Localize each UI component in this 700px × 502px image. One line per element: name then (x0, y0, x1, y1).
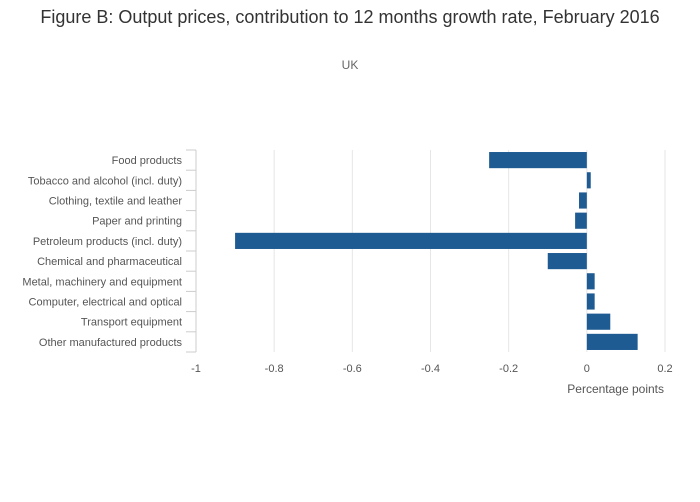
category-label: Tobacco and alcohol (incl. duty) (28, 175, 182, 187)
bar (575, 212, 587, 229)
axes: -1 -0.8 -0.6 -0.4 -0.2 0 0.2 Food products Tobac… (22, 149, 673, 375)
category-label: Computer, electrical and optical (29, 297, 182, 309)
category-label: Other manufactured products (39, 337, 183, 349)
chart-title: Figure B: Output prices, contribution to… (40, 7, 660, 27)
bar (579, 192, 587, 209)
category-label: Metal, machinery and equipment (22, 276, 182, 288)
category-label: Clothing, textile and leather (49, 196, 183, 208)
bar (586, 273, 595, 290)
category-label: Food products (112, 155, 183, 167)
bar (586, 172, 591, 189)
bar (586, 293, 595, 310)
bar (547, 253, 587, 270)
x-tick-label: -1 (191, 363, 201, 375)
category-label: Transport equipment (81, 317, 182, 329)
category-label: Chemical and pharmaceutical (37, 256, 182, 268)
x-axis-title: Percentage points (567, 382, 664, 396)
bar (489, 152, 587, 169)
x-tick-label: 0.2 (657, 363, 672, 375)
bar (586, 313, 611, 330)
category-label: Paper and printing (92, 216, 182, 228)
x-tick-label: -0.2 (499, 363, 518, 375)
category-label: Petroleum products (incl. duty) (33, 236, 182, 248)
x-tick-label: 0 (584, 363, 590, 375)
x-tick-label: -0.4 (421, 363, 440, 375)
x-tick-label: -0.8 (265, 363, 284, 375)
bars (235, 152, 638, 350)
bar (235, 232, 587, 249)
x-tick-label: -0.6 (343, 363, 362, 375)
bar (586, 333, 638, 350)
chart-subtitle: UK (341, 58, 359, 72)
